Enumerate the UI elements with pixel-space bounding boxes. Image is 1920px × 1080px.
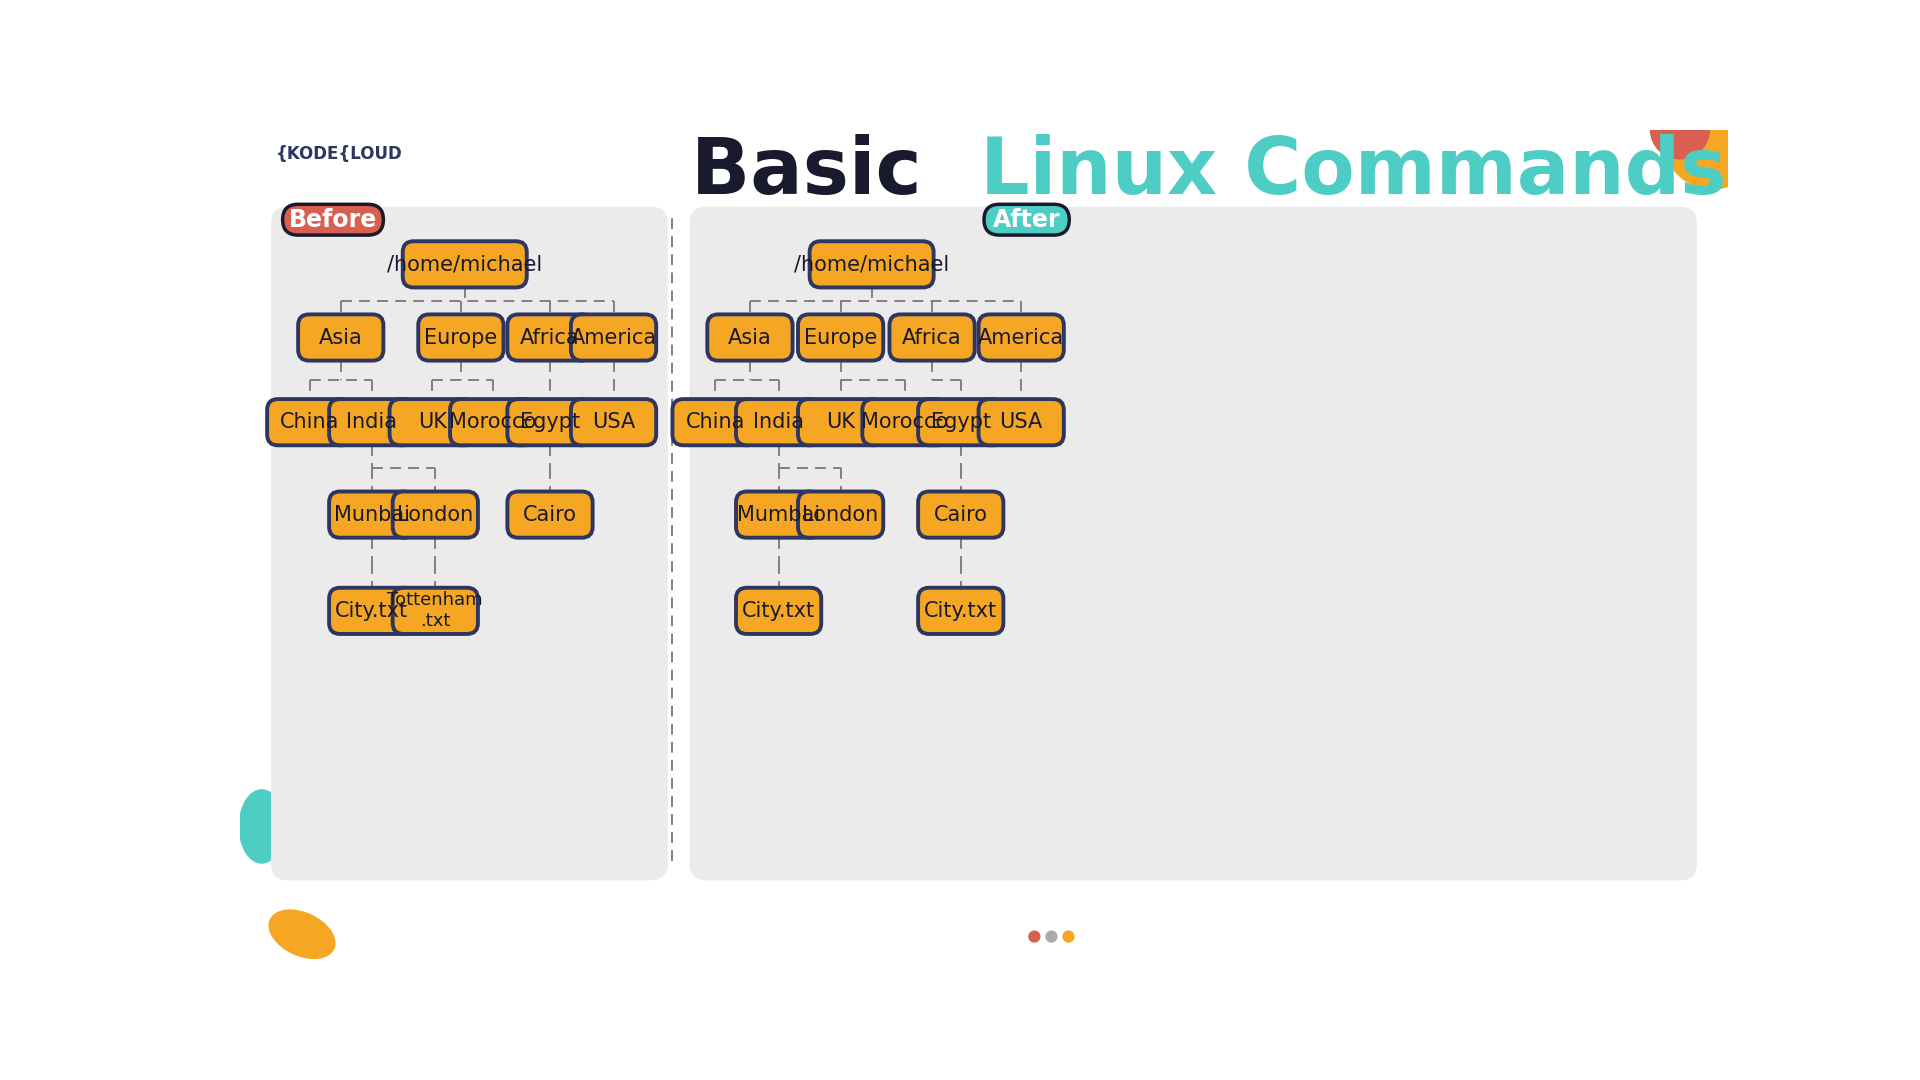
FancyBboxPatch shape — [735, 400, 822, 445]
FancyBboxPatch shape — [507, 314, 593, 361]
Text: Asia: Asia — [728, 327, 772, 348]
Ellipse shape — [240, 789, 284, 863]
FancyBboxPatch shape — [918, 588, 1004, 634]
Text: London: London — [803, 504, 879, 525]
Circle shape — [1029, 931, 1041, 942]
Text: Europe: Europe — [804, 327, 877, 348]
Text: City.txt: City.txt — [741, 600, 816, 621]
Text: India: India — [753, 413, 804, 432]
FancyBboxPatch shape — [810, 241, 933, 287]
Text: Cairo: Cairo — [933, 504, 987, 525]
Text: Morocco: Morocco — [862, 413, 948, 432]
Circle shape — [1064, 931, 1073, 942]
Circle shape — [1665, 93, 1761, 189]
Text: USA: USA — [1000, 413, 1043, 432]
Text: Tottenham
.txt: Tottenham .txt — [388, 592, 484, 631]
FancyBboxPatch shape — [507, 400, 593, 445]
Text: USA: USA — [591, 413, 636, 432]
Text: Cairo: Cairo — [522, 504, 578, 525]
FancyBboxPatch shape — [328, 400, 415, 445]
FancyBboxPatch shape — [672, 400, 758, 445]
Text: UK: UK — [826, 413, 854, 432]
Text: /home/michael: /home/michael — [388, 255, 541, 274]
FancyBboxPatch shape — [979, 400, 1064, 445]
Text: City.txt: City.txt — [924, 600, 996, 621]
Text: America: America — [977, 327, 1064, 348]
Text: Africa: Africa — [902, 327, 962, 348]
Text: Munbai: Munbai — [334, 504, 409, 525]
Text: Asia: Asia — [319, 327, 363, 348]
Text: After: After — [993, 207, 1060, 232]
FancyBboxPatch shape — [689, 206, 1697, 880]
Text: Basic: Basic — [691, 134, 948, 210]
Text: America: America — [570, 327, 657, 348]
Text: Africa: Africa — [520, 327, 580, 348]
FancyBboxPatch shape — [328, 491, 415, 538]
FancyBboxPatch shape — [799, 314, 883, 361]
Text: China: China — [280, 413, 340, 432]
Text: Europe: Europe — [424, 327, 497, 348]
FancyBboxPatch shape — [267, 400, 353, 445]
FancyBboxPatch shape — [449, 400, 536, 445]
FancyBboxPatch shape — [918, 400, 1004, 445]
Text: UK: UK — [419, 413, 447, 432]
FancyBboxPatch shape — [328, 588, 415, 634]
FancyBboxPatch shape — [707, 314, 793, 361]
Circle shape — [1651, 100, 1709, 159]
Circle shape — [1046, 931, 1056, 942]
Text: Linux Commands: Linux Commands — [952, 134, 1726, 210]
FancyBboxPatch shape — [979, 314, 1064, 361]
FancyBboxPatch shape — [735, 491, 822, 538]
FancyBboxPatch shape — [507, 491, 593, 538]
FancyBboxPatch shape — [889, 314, 975, 361]
Text: Before: Before — [288, 207, 376, 232]
FancyBboxPatch shape — [799, 491, 883, 538]
FancyBboxPatch shape — [394, 588, 478, 634]
Text: China: China — [685, 413, 745, 432]
Text: /home/michael: /home/michael — [795, 255, 948, 274]
Text: India: India — [346, 413, 397, 432]
FancyBboxPatch shape — [735, 588, 822, 634]
Ellipse shape — [269, 910, 334, 958]
Text: City.txt: City.txt — [336, 600, 409, 621]
FancyBboxPatch shape — [799, 400, 883, 445]
FancyBboxPatch shape — [419, 314, 503, 361]
FancyBboxPatch shape — [403, 241, 526, 287]
Text: {KODE{LOUD: {KODE{LOUD — [276, 145, 403, 163]
FancyBboxPatch shape — [390, 400, 474, 445]
Text: London: London — [397, 504, 474, 525]
FancyBboxPatch shape — [298, 314, 384, 361]
FancyBboxPatch shape — [862, 400, 948, 445]
Text: Morocco: Morocco — [449, 413, 536, 432]
FancyBboxPatch shape — [282, 204, 384, 235]
Text: Egypt: Egypt — [520, 413, 580, 432]
Text: Egypt: Egypt — [931, 413, 991, 432]
FancyBboxPatch shape — [570, 400, 657, 445]
FancyBboxPatch shape — [394, 491, 478, 538]
FancyBboxPatch shape — [983, 204, 1069, 235]
FancyBboxPatch shape — [570, 314, 657, 361]
FancyBboxPatch shape — [918, 491, 1004, 538]
Text: Mumbai: Mumbai — [737, 504, 820, 525]
FancyBboxPatch shape — [271, 206, 668, 880]
